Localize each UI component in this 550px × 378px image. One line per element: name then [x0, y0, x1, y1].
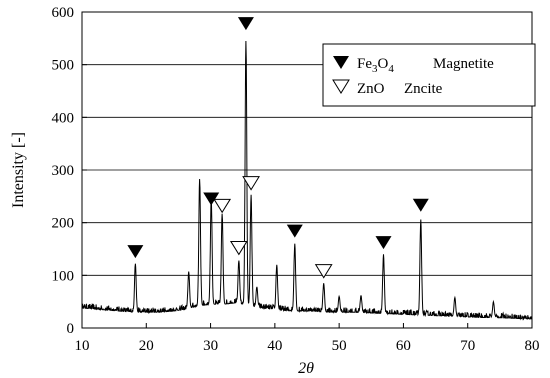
x-axis-title: 2θ [298, 360, 314, 377]
x-tick-label: 70 [460, 338, 475, 354]
legend-fe3o4-label: Fe3O4 [357, 56, 394, 75]
zno-peak-marker-icon [314, 264, 333, 279]
x-tick-label: 10 [75, 338, 90, 354]
fe3o4-peak-marker-icon [203, 192, 220, 206]
fe3o4-peak-marker-icon [237, 17, 254, 31]
fe3o4-peak-marker-icon [375, 236, 392, 250]
y-ticks: 0 100 200 300 400 500 600 [52, 5, 87, 337]
x-tick-label: 30 [203, 338, 218, 354]
fe3o4-peak-marker-icon [286, 224, 303, 238]
y-axis-title: Intensity [-] [10, 132, 27, 208]
intensity-series [81, 40, 533, 321]
legend: Fe3O4 Magnetite ZnO Zncite [322, 43, 536, 107]
x-tick-label: 50 [332, 338, 347, 354]
x-tick-label: 60 [396, 338, 411, 354]
x-tick-label: 80 [525, 338, 540, 354]
legend-zno-label: ZnO [357, 81, 385, 97]
fe3o4-peak-marker-icon [412, 198, 429, 212]
peak-markers [127, 17, 429, 279]
x-tick-label: 40 [267, 338, 282, 354]
y-tick-label: 600 [52, 5, 75, 21]
y-tick-label: 200 [52, 216, 75, 232]
legend-zincite-label: Zncite [404, 81, 443, 97]
y-tick-label: 100 [52, 268, 75, 284]
y-tick-label: 400 [52, 110, 75, 126]
fe3o4-peak-marker-icon [127, 245, 144, 259]
legend-open-triangle-icon [332, 79, 350, 94]
y-tick-label: 500 [52, 58, 75, 74]
legend-box [322, 43, 536, 107]
y-tick-label: 300 [52, 163, 75, 179]
x-ticks: 10 20 30 40 50 60 70 80 [75, 323, 540, 354]
legend-filled-triangle-icon [333, 56, 349, 69]
zno-peak-marker-icon [242, 176, 260, 191]
y-tick-label: 0 [67, 321, 75, 337]
legend-magnetite-label: Magnetite [433, 56, 494, 72]
gridlines [82, 64, 532, 276]
x-tick-label: 20 [139, 338, 154, 354]
zno-peak-marker-icon [213, 198, 232, 214]
xrd-pattern-line [81, 40, 533, 321]
zno-peak-marker-icon [229, 240, 248, 256]
